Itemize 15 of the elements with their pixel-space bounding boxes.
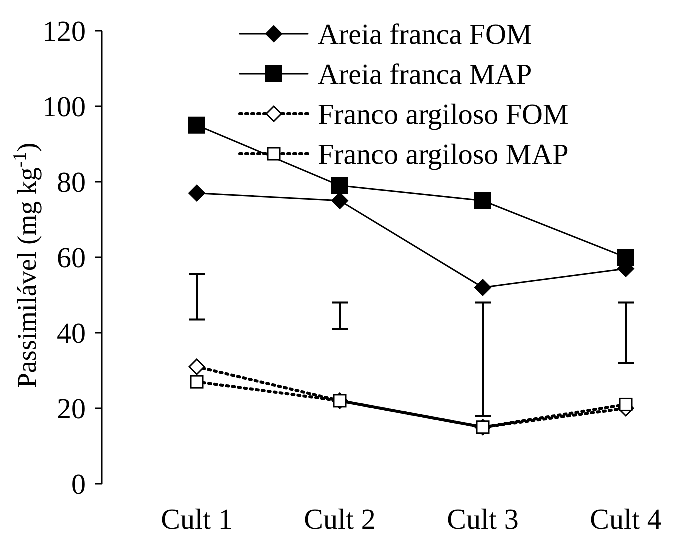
legend-label: Franco argiloso MAP [318, 139, 569, 172]
legend-label: Areia franca FOM [318, 19, 532, 52]
x-tick-label: Cult 2 [304, 504, 376, 536]
y-tick-label: 40 [57, 318, 86, 350]
legend-label: Franco argiloso FOM [318, 99, 569, 132]
y-tick-label: 0 [72, 469, 86, 502]
y-tick-label: 60 [57, 242, 86, 275]
x-tick-label: Cult 4 [590, 504, 662, 536]
legend-label: Areia franca MAP [318, 59, 532, 92]
x-tick-label: Cult 3 [447, 504, 519, 536]
x-tick-label: Cult 1 [161, 504, 233, 536]
y-tick-label: 120 [42, 16, 86, 48]
y-tick-label: 80 [57, 167, 86, 200]
y-tick-label: 20 [57, 394, 86, 426]
y-tick-label: 100 [42, 92, 86, 124]
